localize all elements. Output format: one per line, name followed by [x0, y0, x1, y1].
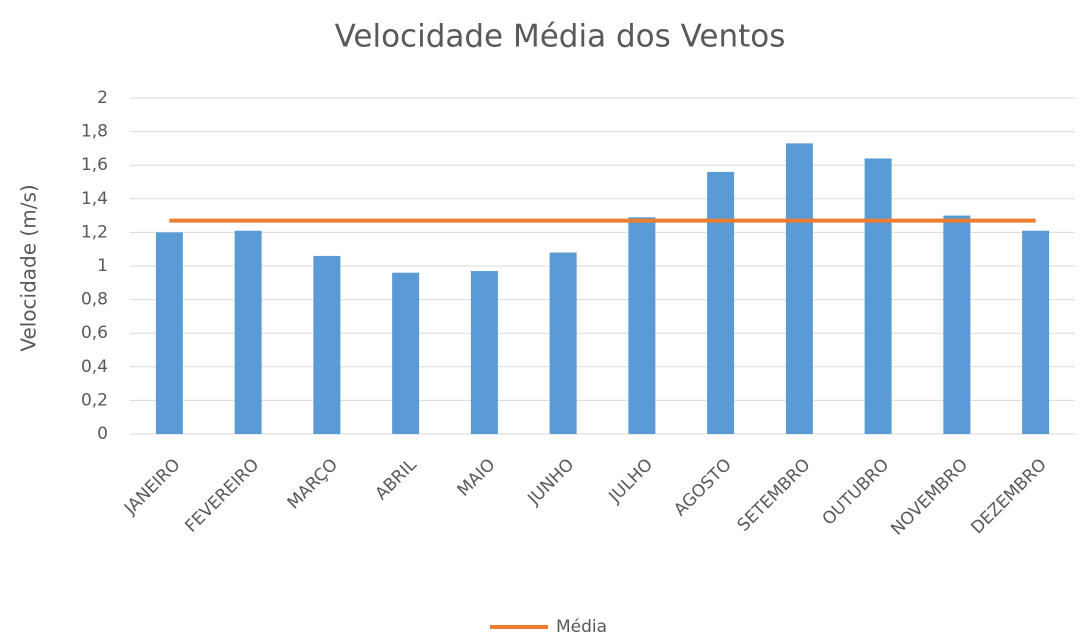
- y-axis-label: Velocidade (m/s): [17, 184, 41, 351]
- y-tick-label: 0: [97, 424, 108, 444]
- x-tick-label: MAIO: [454, 455, 500, 501]
- legend-label: Média: [556, 617, 607, 637]
- y-tick-label: 1,4: [81, 189, 108, 209]
- x-tick-label: FEVEREIRO: [181, 455, 263, 537]
- bar: [943, 215, 971, 434]
- x-tick-label: SETEMBRO: [734, 455, 815, 536]
- y-tick-label: 0,8: [81, 290, 108, 310]
- bar: [1022, 230, 1050, 434]
- y-tick-label: 1,8: [81, 122, 108, 142]
- bar: [707, 171, 735, 435]
- x-tick-label: DEZEMBRO: [967, 455, 1050, 538]
- bar: [392, 272, 420, 434]
- x-tick-label: MARÇO: [284, 455, 342, 513]
- x-tick-label: NOVEMBRO: [887, 455, 972, 540]
- bar: [470, 271, 498, 434]
- x-tick-label: JUNHO: [524, 455, 579, 510]
- chart-title: Velocidade Média dos Ventos: [335, 19, 786, 55]
- y-tick-label: 0,6: [81, 323, 108, 343]
- x-tick-label: JULHO: [605, 455, 657, 507]
- bar: [155, 232, 183, 434]
- y-tick-label: 1: [97, 256, 108, 276]
- y-tick-label: 0,2: [81, 390, 108, 410]
- x-tick-label: ABRIL: [371, 455, 421, 505]
- x-tick-label: JANEIRO: [120, 455, 184, 519]
- y-tick-label: 1,2: [81, 222, 108, 242]
- x-tick-label: OUTUBRO: [819, 455, 894, 530]
- y-tick-label: 1,6: [81, 155, 108, 175]
- bar: [234, 230, 262, 434]
- x-tick-label: AGOSTO: [670, 455, 735, 520]
- bar: [864, 158, 892, 435]
- bar: [628, 217, 656, 434]
- y-tick-label: 0,4: [81, 357, 108, 377]
- bar: [313, 255, 341, 434]
- y-tick-label: 2: [97, 88, 108, 108]
- bar: [785, 143, 813, 435]
- bar: [549, 252, 577, 434]
